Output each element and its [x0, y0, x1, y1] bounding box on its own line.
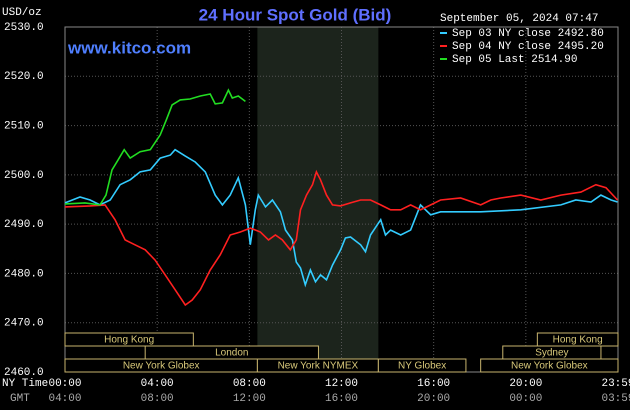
y-tick-label: 2530.0 [4, 22, 44, 34]
x2-tick-label: 08:00 [141, 393, 174, 405]
series-line [64, 169, 619, 307]
series-line [64, 88, 246, 206]
x2-tick-label: 16:00 [325, 393, 358, 405]
session-label: London [215, 348, 248, 359]
session-bar [480, 358, 619, 373]
legend-label: Sep 03 NY close 2492.80 [452, 28, 604, 40]
x-tick-label: 23:59 [601, 378, 630, 390]
y-tick-label: 2490.0 [4, 219, 44, 231]
y-tick-label: 2460.0 [4, 367, 44, 379]
timestamp: September 05, 2024 07:47 [440, 13, 598, 25]
legend-label: Sep 05 Last 2514.90 [452, 54, 577, 66]
x-tick-label: 00:00 [48, 378, 81, 390]
x2-tick-label: 20:00 [417, 393, 450, 405]
session-label: New York Globex [123, 361, 200, 372]
x2-tick-label: 03:59 [601, 393, 630, 405]
y-tick-label: 2470.0 [4, 318, 44, 330]
x-tick-label: 12:00 [325, 378, 358, 390]
session-label: New York NYMEX [278, 361, 359, 372]
y-tick-label: 2510.0 [4, 120, 44, 132]
session-label: NY Globex [398, 361, 446, 372]
session-label: Hong Kong [553, 335, 603, 346]
session-label: Sydney [535, 348, 568, 359]
x-axis-label: NY Time [2, 378, 48, 390]
x-tick-label: 04:00 [141, 378, 174, 390]
chart-title: 24 Hour Spot Gold (Bid) [199, 5, 392, 24]
session-label: New York Globex [511, 361, 588, 372]
y-tick-label: 2500.0 [4, 170, 44, 182]
y-tick-label: 2520.0 [4, 71, 44, 83]
session-label: Hong Kong [104, 335, 154, 346]
session-bar [377, 358, 467, 373]
y-axis-label: USD/oz [2, 7, 42, 19]
x-tick-label: 16:00 [417, 378, 450, 390]
x2-axis-label: GMT [10, 393, 30, 405]
series-line [64, 148, 618, 288]
x2-tick-label: 04:00 [48, 393, 81, 405]
x-tick-label: 20:00 [509, 378, 542, 390]
session-shade [257, 27, 379, 372]
y-tick-label: 2480.0 [4, 268, 44, 280]
x-tick-label: 08:00 [233, 378, 266, 390]
x2-tick-label: 00:00 [509, 393, 542, 405]
x2-tick-label: 12:00 [233, 393, 266, 405]
site-label: www.kitco.com [67, 38, 191, 57]
session-bar [64, 332, 194, 347]
legend-label: Sep 04 NY close 2495.20 [452, 41, 604, 53]
